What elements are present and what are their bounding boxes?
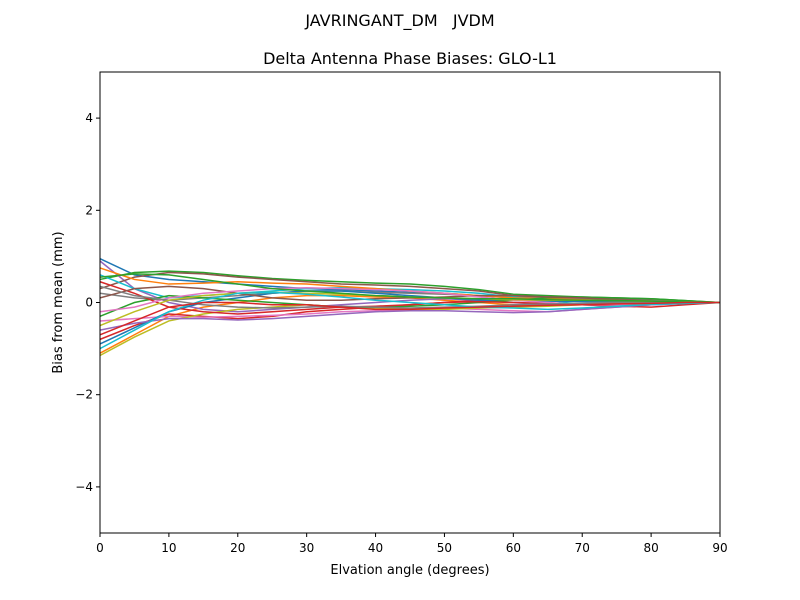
x-tick-label: 90 bbox=[712, 541, 727, 555]
series-line bbox=[99, 286, 721, 313]
y-tick-label: 2 bbox=[85, 203, 93, 217]
x-tick-label: 0 bbox=[96, 541, 104, 555]
y-tick-label: −4 bbox=[75, 480, 93, 494]
x-tick-label: 80 bbox=[643, 541, 658, 555]
suptitle: JAVRINGANT_DM JVDM bbox=[304, 11, 494, 31]
series-line bbox=[99, 273, 721, 304]
series-line bbox=[99, 301, 720, 336]
y-axis-label: Bias from mean (mm) bbox=[51, 231, 66, 373]
x-axis-label: Elvation angle (degrees) bbox=[330, 563, 489, 578]
series-line bbox=[99, 285, 721, 304]
x-tick-label: 20 bbox=[230, 541, 245, 555]
series-line bbox=[99, 285, 721, 309]
x-tick-label: 50 bbox=[437, 541, 452, 555]
chart-title: Delta Antenna Phase Biases: GLO-L1 bbox=[263, 49, 557, 68]
x-tick-label: 30 bbox=[299, 541, 314, 555]
x-tick-label: 10 bbox=[161, 541, 176, 555]
series-line bbox=[99, 271, 721, 304]
series-line bbox=[99, 291, 721, 350]
series-line bbox=[99, 294, 721, 318]
y-tick-label: 0 bbox=[85, 296, 93, 310]
y-tick-label: −2 bbox=[75, 388, 93, 402]
plot-area bbox=[99, 258, 721, 357]
y-tick-label: 4 bbox=[85, 111, 93, 125]
x-tick-label: 40 bbox=[368, 541, 383, 555]
x-tick-label: 70 bbox=[575, 541, 590, 555]
series-line bbox=[99, 301, 721, 331]
x-tick-label: 60 bbox=[506, 541, 521, 555]
